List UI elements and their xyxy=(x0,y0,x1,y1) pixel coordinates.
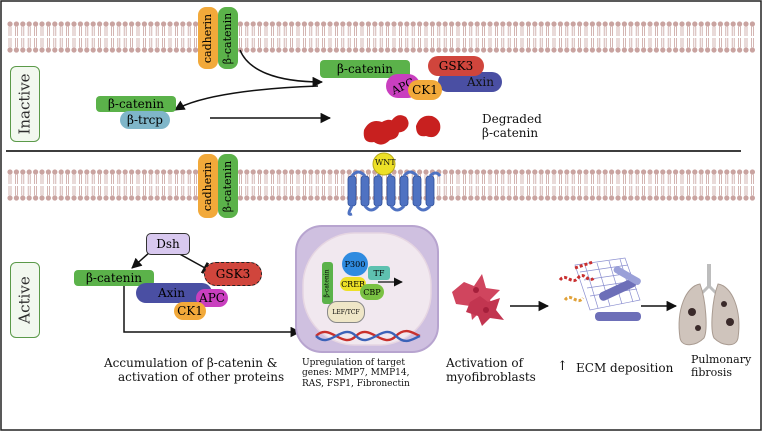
cbp: CBP xyxy=(360,284,384,300)
wnt-label: WNT xyxy=(375,158,396,167)
ecm-up-arrow: ↑ xyxy=(557,360,568,375)
ck1-active: CK1 xyxy=(174,302,206,320)
ck1-inactive: CK1 xyxy=(408,80,442,100)
active-panel-label: Active xyxy=(10,262,40,338)
cadherin-bottom: cadherin xyxy=(198,154,218,218)
caption-fibrosis: Pulmonary fibrosis xyxy=(691,354,751,379)
ecm-fiber-icon xyxy=(560,258,642,321)
beta-trcp: β-trcp xyxy=(120,111,170,129)
beta-catenin-membrane-bottom: β-catenin xyxy=(218,154,238,218)
gsk3-active: GSK3 xyxy=(204,262,262,286)
p300: P300 xyxy=(342,252,368,276)
arrow-to-btrcp xyxy=(175,86,318,110)
membrane-icon-top xyxy=(7,21,755,52)
degraded-label: Degraded β-catenin xyxy=(482,113,542,141)
caption-ecm: ECM deposition xyxy=(576,362,673,376)
beta-catenin-free: β-catenin xyxy=(96,96,176,112)
arrow-dsh-to-bcat xyxy=(132,252,150,268)
dsh: Dsh xyxy=(146,233,190,255)
caption-upregulation: Upregulation of target genes: MMP7, MMP1… xyxy=(302,358,410,389)
caption-myofibroblasts: Activation of myofibroblasts xyxy=(446,357,536,385)
lef-tcf: LEF/TCF xyxy=(327,301,365,323)
caption-accumulation: Accumulation of β-catenin & activation of… xyxy=(104,357,284,385)
tf: TF xyxy=(368,266,390,280)
myofibroblast-icon xyxy=(452,274,504,326)
lung-icon xyxy=(679,264,739,345)
arrow-to-complex xyxy=(240,50,322,82)
cadherin-top: cadherin xyxy=(198,7,218,69)
beta-catenin-membrane-top: β-catenin xyxy=(218,7,238,69)
inactive-panel-label: Inactive xyxy=(10,66,40,142)
gsk3-inactive: GSK3 xyxy=(428,56,484,76)
degraded-protein-icon xyxy=(364,115,441,144)
beta-catenin-nuclear: β-catenin xyxy=(322,262,333,304)
